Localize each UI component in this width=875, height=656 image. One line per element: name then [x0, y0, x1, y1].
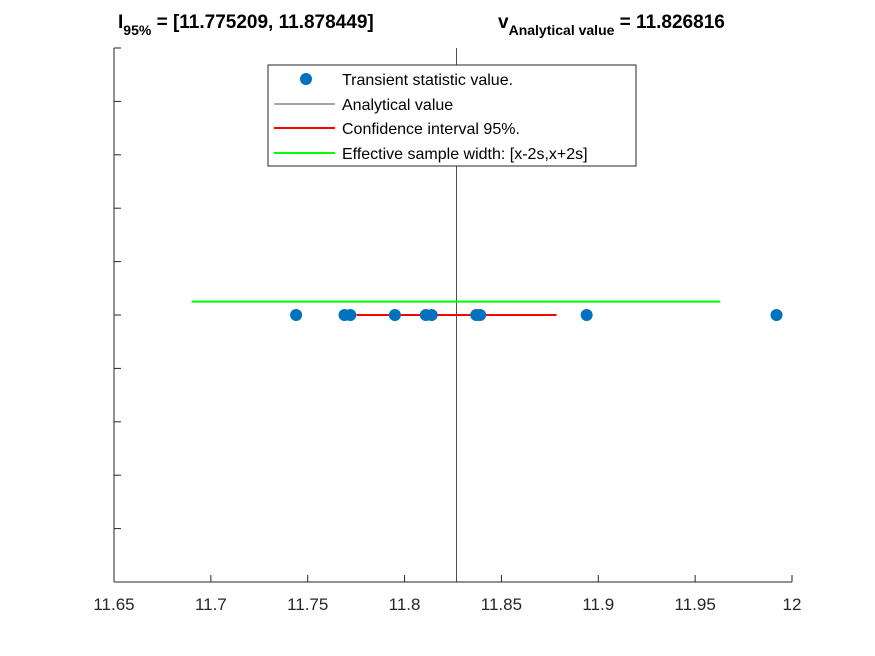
x-tick-label-7: 12 [783, 595, 802, 614]
data-point-9 [770, 309, 783, 321]
plot-area [191, 48, 783, 582]
x-tick-label-2: 11.75 [287, 595, 328, 614]
title-left: I95% = [11.775209, 11.878449] [118, 12, 374, 38]
x-tick-label-5: 11.9 [582, 595, 614, 614]
data-point-5 [425, 309, 438, 321]
legend-entry-confidence: Confidence interval 95%. [342, 121, 520, 138]
legend-entry-transient: Transient statistic value. [342, 72, 513, 89]
legend: Transient statistic value. Analytical va… [267, 64, 637, 167]
data-point-8 [580, 309, 593, 321]
x-tick-label-4: 11.85 [481, 595, 522, 614]
x-tick-label-3: 11.8 [389, 595, 421, 614]
legend-box [267, 64, 637, 167]
x-tick-label-1: 11.7 [195, 595, 227, 614]
x-tick-label-0: 11.65 [93, 595, 134, 614]
data-point-2 [344, 309, 357, 321]
legend-entry-effective: Effective sample width: [x-2s,x+2s] [342, 146, 588, 163]
x-tick-label-6: 11.95 [675, 595, 716, 614]
axis-ticks: 11.65 11.7 11.75 11.8 11.85 11.9 11.95 12 [93, 47, 802, 614]
legend-marker-scatter [300, 73, 312, 85]
legend-entry-analytical: Analytical value [342, 97, 453, 114]
data-point-0 [290, 309, 303, 321]
data-point-7 [474, 309, 487, 321]
data-point-3 [388, 309, 401, 321]
title-right: vAnalytical value = 11.826816 [498, 12, 725, 38]
